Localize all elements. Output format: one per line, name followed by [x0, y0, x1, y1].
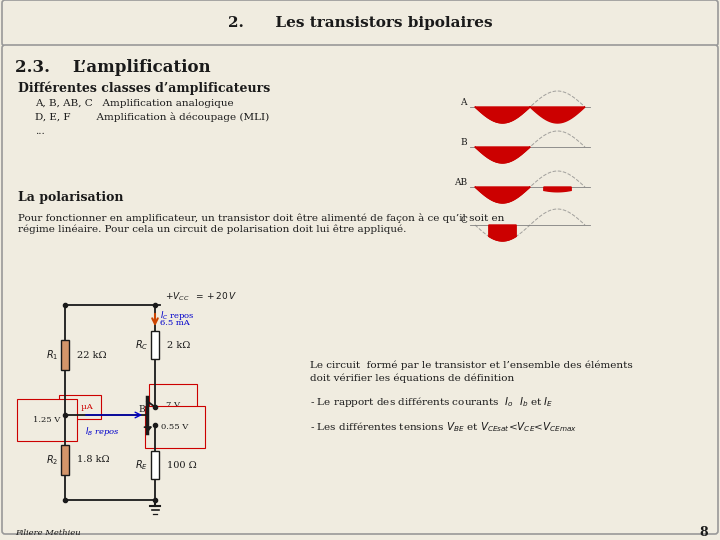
- Text: $R_E$: $R_E$: [135, 458, 148, 472]
- Bar: [61, 445, 69, 475]
- Text: 8: 8: [699, 526, 708, 539]
- Text: A: A: [461, 98, 467, 107]
- Polygon shape: [544, 187, 571, 192]
- Text: 1.25 V: 1.25 V: [33, 416, 60, 424]
- Text: $+ V_{CC}$  $= +20\,V$: $+ V_{CC}$ $= +20\,V$: [165, 291, 237, 303]
- Text: $I_B$ repos: $I_B$ repos: [85, 425, 120, 438]
- Text: 0.55 V: 0.55 V: [161, 423, 189, 431]
- Text: $R_1$: $R_1$: [45, 348, 58, 362]
- Text: ...: ...: [35, 127, 45, 137]
- Text: Pour fonctionner en amplificateur, un transistor doit être alimenté de façon à c: Pour fonctionner en amplificateur, un tr…: [18, 213, 505, 223]
- Text: $I_C$ repos: $I_C$ repos: [160, 308, 194, 321]
- Text: 2.      Les transistors bipolaires: 2. Les transistors bipolaires: [228, 16, 492, 30]
- Text: 2 kΩ: 2 kΩ: [167, 341, 190, 349]
- Bar: [61, 340, 69, 370]
- Polygon shape: [475, 147, 530, 163]
- Text: B: B: [138, 405, 145, 414]
- Text: C: C: [460, 215, 467, 225]
- Text: La polarisation: La polarisation: [18, 192, 124, 205]
- Text: C: C: [157, 401, 164, 409]
- Text: 68 µA: 68 µA: [68, 403, 92, 411]
- Bar: [151, 331, 159, 359]
- Text: $R_2$: $R_2$: [45, 453, 58, 467]
- Text: Différentes classes d’amplificateurs: Différentes classes d’amplificateurs: [18, 81, 270, 94]
- Polygon shape: [475, 107, 530, 123]
- FancyBboxPatch shape: [2, 45, 718, 534]
- Text: 2.3.    L’amplification: 2.3. L’amplification: [15, 59, 211, 77]
- Text: 7 V: 7 V: [166, 401, 180, 409]
- Text: Le circuit  formé par le transistor et l’ensemble des éléments
doit vérifier les: Le circuit formé par le transistor et l’…: [310, 360, 633, 383]
- Text: régime linéaire. Pour cela un circuit de polarisation doit lui être appliqué.: régime linéaire. Pour cela un circuit de…: [18, 225, 406, 234]
- Text: 6.5 mA: 6.5 mA: [160, 319, 190, 327]
- Text: Filiere Methieu: Filiere Methieu: [15, 529, 81, 537]
- FancyBboxPatch shape: [2, 0, 718, 46]
- Text: $R_C$: $R_C$: [135, 338, 148, 352]
- Text: AB: AB: [454, 178, 467, 187]
- Bar: [151, 451, 159, 479]
- Text: B: B: [460, 138, 467, 147]
- Polygon shape: [489, 225, 516, 241]
- Text: A, B, AB, C   Amplification analogique: A, B, AB, C Amplification analogique: [35, 99, 233, 109]
- Text: 100 Ω: 100 Ω: [167, 461, 197, 469]
- Text: E: E: [157, 422, 163, 431]
- Polygon shape: [475, 187, 530, 203]
- Text: - Les différentes tensions $V_{BE}$ et $V_{CE sat}$<$V_{CE}$<$V_{CE max}$: - Les différentes tensions $V_{BE}$ et $…: [310, 420, 577, 434]
- Polygon shape: [530, 107, 585, 123]
- Text: D, E, F        Amplification à découpage (MLI): D, E, F Amplification à découpage (MLI): [35, 112, 269, 122]
- Text: 1.8 kΩ: 1.8 kΩ: [77, 456, 109, 464]
- Text: 22 kΩ: 22 kΩ: [77, 350, 107, 360]
- Text: - Le rapport des différents courants  $I_o$  $I_b$ et $I_E$: - Le rapport des différents courants $I_…: [310, 395, 554, 409]
